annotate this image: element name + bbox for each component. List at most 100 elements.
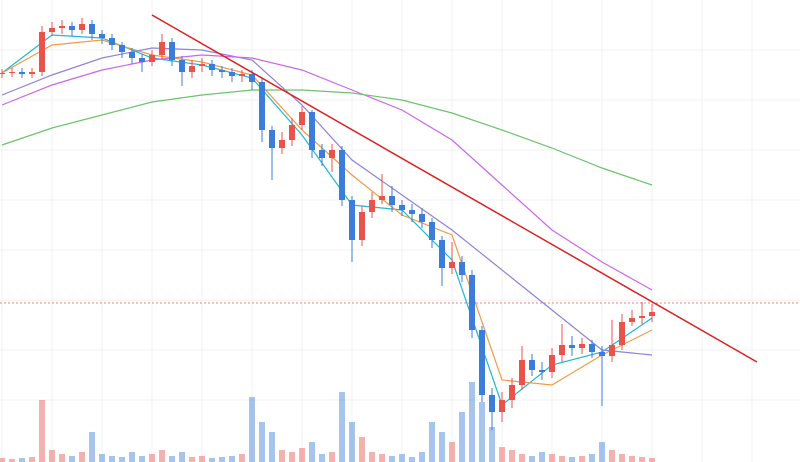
candle-body (89, 24, 95, 34)
volume-bar (129, 452, 135, 462)
volume-bar (289, 452, 295, 462)
candle-body (609, 345, 615, 356)
candle-body (199, 64, 205, 66)
candle-body (279, 140, 285, 148)
volume-bar (389, 456, 395, 462)
volume-bar (349, 422, 355, 462)
volume-bar (19, 458, 25, 462)
candle-body (209, 64, 215, 70)
volume-bar (489, 427, 495, 462)
volume-bar (379, 454, 385, 462)
volume-bar (219, 457, 225, 462)
volume-bar (509, 450, 515, 462)
trendline (151, 14, 758, 363)
volume-bar (529, 456, 535, 462)
candle-body (469, 275, 475, 330)
volume-bar (139, 456, 145, 462)
moving-average (1, 47, 653, 356)
candle-body (139, 58, 145, 62)
volume-bar (59, 454, 65, 462)
candle-body (0, 73, 5, 74)
volume-bar (89, 432, 95, 462)
candle-body (99, 34, 105, 38)
volume-bar (329, 452, 335, 462)
volume-bar (449, 442, 455, 462)
candle-body (119, 45, 125, 52)
candle-body (189, 66, 195, 72)
candle-body (69, 26, 75, 30)
volume-bar (169, 456, 175, 462)
volume-bar (99, 454, 105, 462)
volume-bar (359, 437, 365, 462)
volume-bar (189, 457, 195, 462)
volume-bar (459, 412, 465, 462)
volume-bar (589, 454, 595, 462)
candle-body (499, 400, 505, 412)
volume-bar (79, 452, 85, 462)
volume-bar (499, 447, 505, 462)
candle-body (229, 72, 235, 76)
volume-bar (159, 450, 165, 462)
candle-body (569, 345, 575, 348)
volume-bar (569, 457, 575, 462)
candle-body (329, 150, 335, 158)
candle-body (589, 344, 595, 352)
volume-bar (29, 457, 35, 462)
candle-body (269, 130, 275, 148)
volume-bar (9, 459, 15, 462)
candle-body (159, 42, 165, 55)
candle-body (129, 52, 135, 58)
candle-body (629, 318, 635, 322)
volume-bar (419, 452, 425, 462)
volume-bar (319, 454, 325, 462)
candle-body (9, 72, 15, 73)
volume-bar (39, 400, 45, 462)
candle-body (19, 72, 25, 74)
candle-body (639, 316, 645, 318)
candle-body (649, 312, 655, 316)
candle-body (309, 112, 315, 150)
candle-body (59, 26, 65, 28)
volume-bar (209, 458, 215, 462)
volume-bar (439, 432, 445, 462)
volume-bar (599, 442, 605, 462)
candle-body (29, 72, 35, 74)
candle-body (219, 70, 225, 72)
volume-bar (639, 457, 645, 462)
candle-body (549, 355, 555, 372)
volume-bar (0, 458, 5, 462)
volume-bar (479, 402, 485, 462)
volume-bar (629, 456, 635, 462)
volume-bar (609, 450, 615, 462)
volume-bar (149, 454, 155, 462)
candle-body (299, 112, 305, 125)
candle-body (339, 150, 345, 200)
volume-bar (109, 456, 115, 462)
candle-body (509, 385, 515, 400)
candle-body (529, 360, 535, 370)
volume-bar (199, 456, 205, 462)
candle-body (389, 196, 395, 205)
candle-body (439, 240, 445, 268)
candle-body (359, 212, 365, 240)
candle-body (489, 395, 495, 412)
candle-body (49, 28, 55, 32)
candle-body (619, 322, 625, 345)
volume-bar (239, 454, 245, 462)
candle-body (409, 210, 415, 214)
candle-body (559, 345, 565, 355)
volume-bar (49, 450, 55, 462)
candle-body (399, 205, 405, 210)
volume-bar (559, 456, 565, 462)
candle-body (109, 38, 115, 45)
volume-bar (649, 458, 655, 462)
volume-bar (339, 392, 345, 462)
volume-bar (409, 457, 415, 462)
volume-bar (119, 457, 125, 462)
volume-bar (69, 456, 75, 462)
candle-body (379, 196, 385, 200)
volume-bar (469, 382, 475, 462)
candle-body (459, 262, 465, 275)
volume-bar (519, 454, 525, 462)
